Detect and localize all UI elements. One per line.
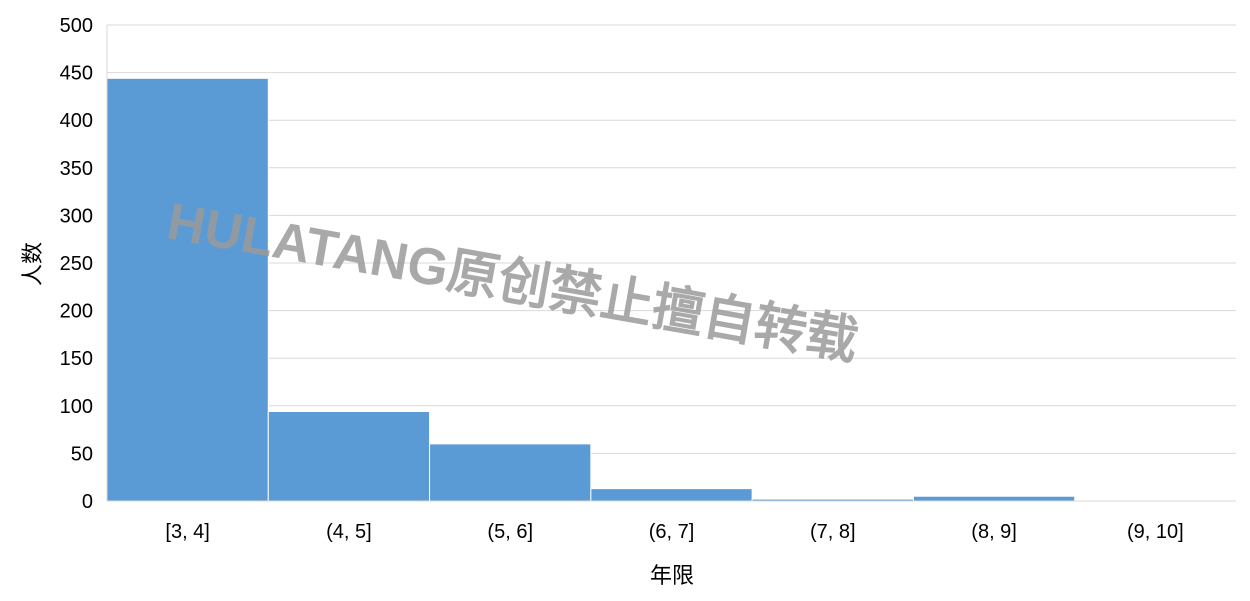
x-tick-label: (4, 5] — [326, 521, 372, 543]
x-tick-label: (7, 8] — [810, 521, 856, 543]
y-axis-title: 人数 — [21, 242, 46, 286]
x-tick-label: [3, 4] — [165, 521, 209, 543]
y-tick-label: 50 — [71, 443, 93, 465]
y-tick-label: 400 — [60, 110, 93, 132]
x-tick-label: (8, 9] — [971, 521, 1017, 543]
y-tick-label: 100 — [60, 396, 93, 418]
bar — [106, 77, 269, 502]
y-tick-label: 200 — [60, 301, 93, 323]
y-tick-label: 350 — [60, 158, 93, 180]
bar — [267, 411, 431, 502]
y-tick-label: 250 — [60, 253, 93, 275]
bar — [429, 443, 592, 502]
bars — [106, 77, 1076, 502]
y-tick-label: 300 — [60, 205, 93, 227]
axes: 0 50 100 150 200 250 300 350 400 450 500 [3, 4] (4, … — [60, 15, 1236, 543]
y-tick-label: 150 — [60, 348, 93, 370]
x-tick-label: (5, 6] — [487, 521, 533, 543]
y-tick-label: 0 — [82, 491, 93, 513]
y-tick-label: 450 — [60, 63, 93, 85]
x-axis-title: 年限 — [650, 564, 694, 589]
bar — [590, 488, 753, 502]
y-tick-label: 500 — [60, 15, 93, 37]
x-tick-label: (6, 7] — [649, 521, 695, 543]
bar — [912, 495, 1076, 502]
x-tick-label: (9, 10] — [1127, 521, 1184, 543]
